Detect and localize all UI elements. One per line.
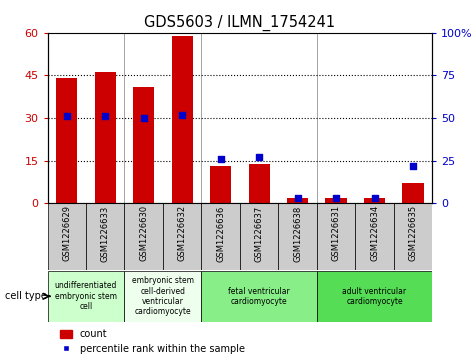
Point bbox=[140, 115, 147, 121]
Point bbox=[102, 113, 109, 119]
Bar bbox=[240, 203, 278, 270]
Bar bbox=[287, 198, 308, 203]
Bar bbox=[355, 203, 394, 270]
Bar bbox=[133, 87, 154, 203]
Point bbox=[294, 195, 302, 201]
Legend: count, percentile rank within the sample: count, percentile rank within the sample bbox=[56, 325, 248, 358]
Point bbox=[409, 163, 417, 169]
Bar bbox=[201, 203, 240, 270]
Bar bbox=[402, 183, 424, 203]
Bar bbox=[171, 36, 193, 203]
Bar bbox=[278, 203, 317, 270]
Text: undifferentiated
embryonic stem
cell: undifferentiated embryonic stem cell bbox=[55, 281, 117, 311]
Point bbox=[332, 195, 340, 201]
Bar bbox=[48, 203, 86, 270]
Title: GDS5603 / ILMN_1754241: GDS5603 / ILMN_1754241 bbox=[144, 15, 335, 31]
Text: GSM1226632: GSM1226632 bbox=[178, 205, 187, 261]
Point bbox=[179, 112, 186, 118]
Text: GSM1226631: GSM1226631 bbox=[332, 205, 341, 261]
Bar bbox=[394, 203, 432, 270]
Bar bbox=[325, 198, 347, 203]
Text: GSM1226636: GSM1226636 bbox=[216, 205, 225, 262]
Text: GSM1226629: GSM1226629 bbox=[62, 205, 71, 261]
Bar bbox=[124, 203, 163, 270]
Text: GSM1226638: GSM1226638 bbox=[293, 205, 302, 262]
Bar bbox=[317, 203, 355, 270]
Text: GSM1226630: GSM1226630 bbox=[139, 205, 148, 261]
Text: adult ventricular
cardiomyocyte: adult ventricular cardiomyocyte bbox=[342, 287, 407, 306]
Bar bbox=[95, 73, 116, 203]
Bar bbox=[201, 271, 317, 322]
Bar bbox=[48, 271, 124, 322]
Bar bbox=[86, 203, 124, 270]
Bar bbox=[317, 271, 432, 322]
Text: embryonic stem
cell-derived
ventricular
cardiomyocyte: embryonic stem cell-derived ventricular … bbox=[132, 276, 194, 317]
Point bbox=[63, 113, 70, 119]
Text: GSM1226634: GSM1226634 bbox=[370, 205, 379, 261]
Bar bbox=[210, 166, 231, 203]
Bar bbox=[248, 163, 270, 203]
Text: GSM1226633: GSM1226633 bbox=[101, 205, 110, 262]
Point bbox=[256, 154, 263, 160]
Point bbox=[217, 156, 224, 162]
Point bbox=[370, 195, 378, 201]
Text: cell type: cell type bbox=[5, 291, 47, 301]
Text: GSM1226637: GSM1226637 bbox=[255, 205, 264, 262]
Text: fetal ventricular
cardiomyocyte: fetal ventricular cardiomyocyte bbox=[228, 287, 290, 306]
Bar bbox=[364, 198, 385, 203]
Bar bbox=[163, 203, 201, 270]
Text: GSM1226635: GSM1226635 bbox=[408, 205, 418, 261]
Bar bbox=[56, 78, 77, 203]
Bar bbox=[124, 271, 201, 322]
